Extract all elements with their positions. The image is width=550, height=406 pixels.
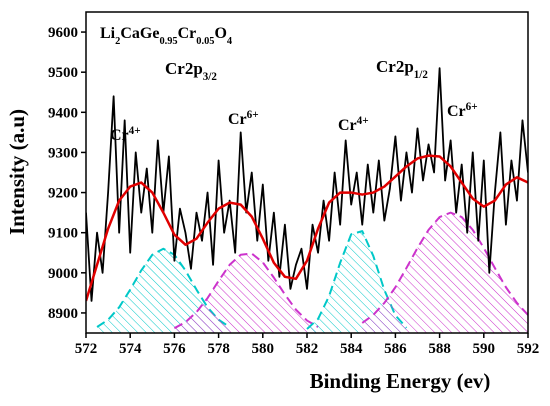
annotation-part: Cr — [447, 103, 466, 120]
chart-title-part: 0.95 — [159, 36, 177, 47]
spectrum-line — [86, 67, 528, 302]
x-tick-label: 592 — [517, 341, 540, 357]
chart-title-part: 2 — [115, 36, 120, 47]
chart-title-part: 0.05 — [196, 36, 214, 47]
chart-title-part: CaGe — [120, 25, 159, 42]
annotation-part: Cr — [338, 117, 357, 134]
y-axis-label: Intensity (a.u) — [5, 109, 29, 235]
x-tick-label: 576 — [163, 341, 186, 357]
peak-fit-line — [361, 211, 528, 324]
annotation-part: 4+ — [129, 125, 141, 137]
annotation-part: 4+ — [357, 115, 369, 127]
annotation: Cr6+ — [447, 101, 478, 120]
chart-title-part: 4 — [227, 36, 232, 47]
annotation-part: 3/2 — [203, 71, 218, 83]
y-tick-label: 9000 — [48, 266, 78, 282]
peak-area — [362, 212, 528, 333]
y-tick-label: 9400 — [48, 105, 78, 121]
annotation-part: 6+ — [466, 101, 478, 113]
x-tick-label: 574 — [119, 341, 142, 357]
x-tick-label: 580 — [252, 341, 275, 357]
annotation: Cr4+ — [338, 115, 369, 134]
x-tick-label: 584 — [340, 341, 363, 357]
x-tick-label: 590 — [473, 341, 496, 357]
annotation-part: 1/2 — [414, 69, 429, 81]
annotation-part: Cr2p — [376, 57, 414, 76]
annotation-part: Cr — [110, 127, 129, 144]
x-tick-label: 588 — [428, 341, 451, 357]
chart-title-part: Li — [100, 25, 116, 42]
plot-area — [86, 67, 528, 333]
annotation: Cr6+ — [228, 109, 259, 128]
y-tick-label: 9500 — [48, 65, 78, 81]
x-tick-label: 572 — [75, 341, 98, 357]
chart-title-part: O — [214, 25, 226, 42]
peak-area — [174, 253, 319, 333]
annotation: Cr2p1/2 — [376, 57, 428, 81]
peak-fit-line — [96, 247, 231, 328]
y-tick-label: 8900 — [48, 306, 78, 322]
x-tick-label: 586 — [384, 341, 407, 357]
annotation-part: Cr2p — [165, 59, 203, 78]
y-tick-label: 9600 — [48, 25, 78, 41]
y-tick-label: 9100 — [48, 226, 78, 242]
peak-fit-line — [173, 252, 319, 330]
annotation-part: Cr — [228, 111, 247, 128]
y-tick-label: 9300 — [48, 145, 78, 161]
chart-title: Li2CaGe0.95Cr0.05O4 — [100, 25, 232, 47]
spectrum-line — [86, 154, 528, 302]
annotation-part: 6+ — [247, 109, 259, 121]
x-axis-label: Binding Energy (ev) — [310, 369, 491, 393]
y-tick-label: 9200 — [48, 186, 78, 202]
chart-title-part: Cr — [178, 25, 197, 42]
x-tick-label: 582 — [296, 341, 319, 357]
annotation: Cr4+ — [110, 125, 141, 144]
x-tick-label: 578 — [207, 341, 230, 357]
annotation: Cr2p3/2 — [165, 59, 217, 83]
peak-area — [97, 248, 230, 333]
